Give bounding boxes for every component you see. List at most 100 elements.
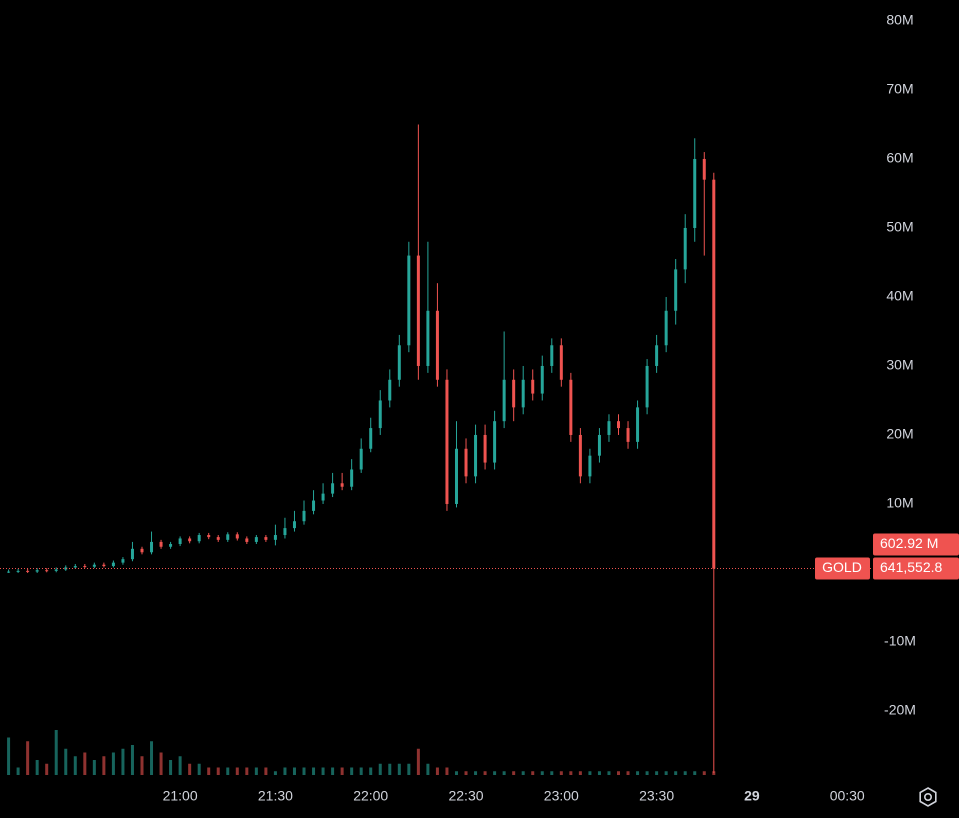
candle-body bbox=[102, 564, 106, 567]
candle-body bbox=[150, 541, 154, 553]
volume-bar bbox=[92, 760, 96, 775]
x-tick-label: 22:30 bbox=[448, 788, 483, 804]
candle-body bbox=[588, 455, 592, 477]
candle-body bbox=[350, 469, 354, 487]
candle-body bbox=[559, 345, 563, 380]
volume-bar bbox=[512, 771, 516, 775]
candle-body bbox=[597, 434, 601, 456]
volume-bar bbox=[445, 767, 449, 775]
volume-bar bbox=[369, 767, 373, 775]
candle-body bbox=[331, 483, 335, 494]
settings-hex bbox=[919, 787, 937, 807]
y-tick-label: 60M bbox=[886, 150, 913, 166]
volume-bar bbox=[254, 767, 258, 775]
volume-bar bbox=[483, 771, 487, 775]
candle-body bbox=[245, 538, 249, 542]
candle-body bbox=[397, 345, 401, 380]
candle-body bbox=[73, 566, 77, 568]
volume-bar bbox=[245, 767, 249, 775]
volume-bar bbox=[16, 767, 20, 775]
volume-bar bbox=[64, 748, 68, 775]
candle-body bbox=[264, 537, 268, 540]
y-tick-label: 50M bbox=[886, 219, 913, 235]
volume-bar bbox=[321, 767, 325, 775]
candle-body bbox=[445, 379, 449, 504]
candle-body bbox=[92, 564, 96, 567]
x-tick-label: 22:00 bbox=[353, 788, 388, 804]
candle-body bbox=[7, 571, 11, 573]
volume-bar bbox=[197, 763, 201, 775]
candle-body bbox=[16, 570, 20, 572]
candle-body bbox=[169, 543, 173, 547]
y-tick-label: 30M bbox=[886, 357, 913, 373]
volume-bar bbox=[178, 756, 182, 775]
candle-body bbox=[226, 534, 230, 540]
volume-bar bbox=[521, 771, 525, 775]
candle-body bbox=[464, 448, 468, 477]
settings-center bbox=[923, 792, 933, 802]
volume-bar bbox=[340, 767, 344, 775]
y-tick-label: 70M bbox=[886, 81, 913, 97]
volume-bar bbox=[712, 771, 716, 775]
candles bbox=[7, 124, 716, 775]
volume-bar bbox=[273, 771, 277, 775]
candle-body bbox=[388, 379, 392, 401]
candle-body bbox=[512, 379, 516, 408]
y-tick-label: 10M bbox=[886, 495, 913, 511]
volume-bar bbox=[454, 771, 458, 775]
volume-bar bbox=[655, 771, 659, 775]
candle-body bbox=[617, 421, 621, 429]
candle-body bbox=[531, 379, 535, 394]
volume-bar bbox=[702, 771, 706, 775]
volume-bar bbox=[397, 763, 401, 775]
candle-body bbox=[493, 421, 497, 463]
volume-bar bbox=[636, 771, 640, 775]
x-tick-label: 23:30 bbox=[639, 788, 674, 804]
candle-body bbox=[188, 538, 192, 542]
volume-bar bbox=[169, 760, 173, 775]
volume-bar bbox=[426, 763, 430, 775]
candle-body bbox=[340, 483, 344, 487]
candle-body bbox=[83, 566, 87, 568]
y-tick-label: 20M bbox=[886, 426, 913, 442]
volume-bar bbox=[464, 771, 468, 775]
volume-bar bbox=[578, 771, 582, 775]
candle-body bbox=[378, 400, 382, 429]
candle-body bbox=[207, 535, 211, 538]
volume-bar bbox=[292, 767, 296, 775]
candle-body bbox=[569, 379, 573, 435]
volume-bar bbox=[588, 771, 592, 775]
volume-bar bbox=[550, 771, 554, 775]
volume-bar bbox=[111, 752, 115, 775]
candle-body bbox=[121, 559, 125, 563]
y-tick-label: 40M bbox=[886, 288, 913, 304]
volume-bar bbox=[102, 756, 106, 775]
volume-bar bbox=[407, 763, 411, 775]
candle-body bbox=[45, 570, 49, 572]
volume-bar bbox=[626, 771, 630, 775]
candle-body bbox=[655, 345, 659, 366]
volume-bar bbox=[378, 763, 382, 775]
settings-icon[interactable] bbox=[919, 787, 937, 807]
candle-body bbox=[273, 535, 277, 540]
volume-bar bbox=[264, 767, 268, 775]
candle-body bbox=[64, 567, 68, 570]
volume-bar bbox=[664, 771, 668, 775]
volume-bar bbox=[73, 756, 77, 775]
volume-bar bbox=[226, 767, 230, 775]
candle-body bbox=[474, 434, 478, 477]
symbol-label: GOLD bbox=[822, 559, 862, 575]
volume-bar bbox=[502, 771, 506, 775]
volume-bar bbox=[693, 771, 697, 775]
volume-bar bbox=[283, 767, 287, 775]
candle-body bbox=[407, 255, 411, 346]
volume-bar bbox=[474, 771, 478, 775]
volume-bar bbox=[493, 771, 497, 775]
candle-body bbox=[54, 569, 58, 571]
volume-bar bbox=[674, 771, 678, 775]
candle-body bbox=[636, 407, 640, 442]
volume-bar bbox=[216, 767, 220, 775]
x-tick-label: 21:30 bbox=[258, 788, 293, 804]
